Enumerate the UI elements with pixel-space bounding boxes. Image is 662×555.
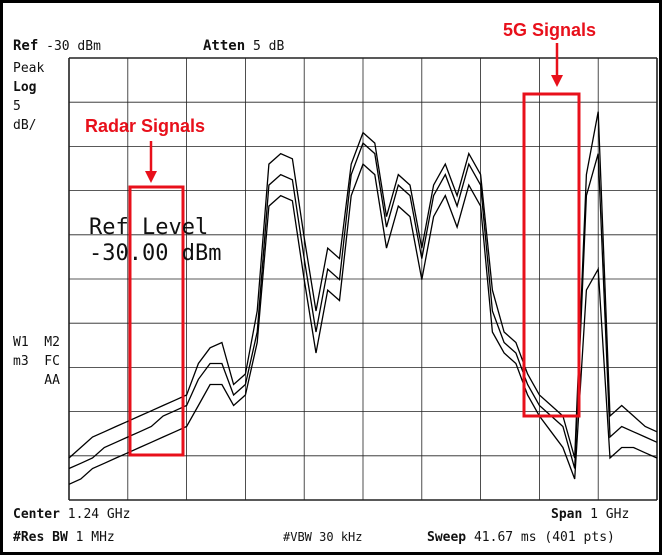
center-frequency: Center 1.24 GHz xyxy=(13,508,130,521)
fiveg-signals-label: 5G Signals xyxy=(503,20,597,40)
center-label: Center xyxy=(13,507,60,522)
ref-level-title: Ref Level xyxy=(89,215,209,240)
span-frequency: Span 1 GHz xyxy=(551,508,629,521)
marker-line-1: W1 M2 xyxy=(13,335,60,350)
marker-line-3: AA xyxy=(13,373,60,388)
span-value: 1 GHz xyxy=(590,507,630,522)
span-label: Span xyxy=(551,507,583,522)
spectrum-trace-2 xyxy=(68,141,658,470)
atten-value: 5 dB xyxy=(252,39,285,54)
resbw-value: 1 MHz xyxy=(75,530,115,545)
ref-level-header: Ref -30 dBm xyxy=(13,39,101,53)
radar-arrow xyxy=(145,141,157,183)
spectrum-plot xyxy=(68,43,658,501)
center-value: 1.24 GHz xyxy=(67,507,131,522)
radar-highlight-box xyxy=(128,185,185,457)
resolution-bandwidth: #Res BW 1 MHz xyxy=(13,531,115,544)
video-bandwidth: #VBW 30 kHz xyxy=(283,531,363,543)
sweep-time: Sweep 41.67 ms (401 pts) xyxy=(427,531,615,544)
ref-level-value: -30.00 dBm xyxy=(89,241,222,266)
scale-info: Peak Log 5 dB/ xyxy=(13,59,44,135)
radar-signals-label: Radar Signals xyxy=(85,116,206,136)
fiveg-highlight-box xyxy=(522,92,581,418)
spectrum-trace-3 xyxy=(68,162,658,485)
sweep-label: Sweep xyxy=(427,530,467,545)
resbw-label: #Res BW xyxy=(13,530,68,545)
marker-info: W1 M2 m3 FC AA xyxy=(13,333,60,390)
scale-unit: dB/ xyxy=(13,118,37,133)
spectrum-trace-1 xyxy=(68,111,658,459)
sweep-value: 41.67 ms (401 pts) xyxy=(473,530,615,545)
scale-value: 5 xyxy=(13,99,21,114)
ref-level-readout: Ref Level -30.00 dBm xyxy=(89,215,221,267)
detector-label: Peak xyxy=(13,61,45,76)
vbw-value: 30 kHz xyxy=(319,530,363,544)
trace-group xyxy=(68,111,658,485)
attenuation-header: Atten 5 dB xyxy=(203,39,284,53)
scale-label: Log xyxy=(13,80,37,95)
marker-line-2: m3 FC xyxy=(13,354,60,369)
vbw-label: #VBW xyxy=(283,530,312,544)
atten-label: Atten xyxy=(203,38,246,54)
fiveg-arrow xyxy=(551,43,563,87)
ref-label: Ref xyxy=(13,38,39,54)
ref-value: -30 dBm xyxy=(46,39,101,54)
